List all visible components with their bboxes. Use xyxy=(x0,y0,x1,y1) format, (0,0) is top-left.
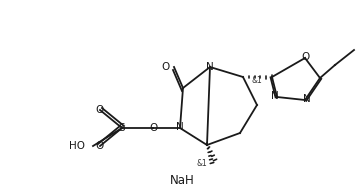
Text: N: N xyxy=(271,91,279,101)
Text: &1: &1 xyxy=(251,75,262,84)
Text: S: S xyxy=(119,123,125,133)
Text: NaH: NaH xyxy=(170,174,194,187)
Text: O: O xyxy=(162,62,170,72)
Text: N: N xyxy=(303,94,311,104)
Text: O: O xyxy=(149,123,157,133)
Text: &1: &1 xyxy=(197,159,207,168)
Text: N: N xyxy=(176,122,184,132)
Text: O: O xyxy=(96,105,104,115)
Text: O: O xyxy=(301,52,309,62)
Text: N: N xyxy=(206,62,214,72)
Text: HO: HO xyxy=(69,141,85,151)
Text: O: O xyxy=(96,141,104,151)
